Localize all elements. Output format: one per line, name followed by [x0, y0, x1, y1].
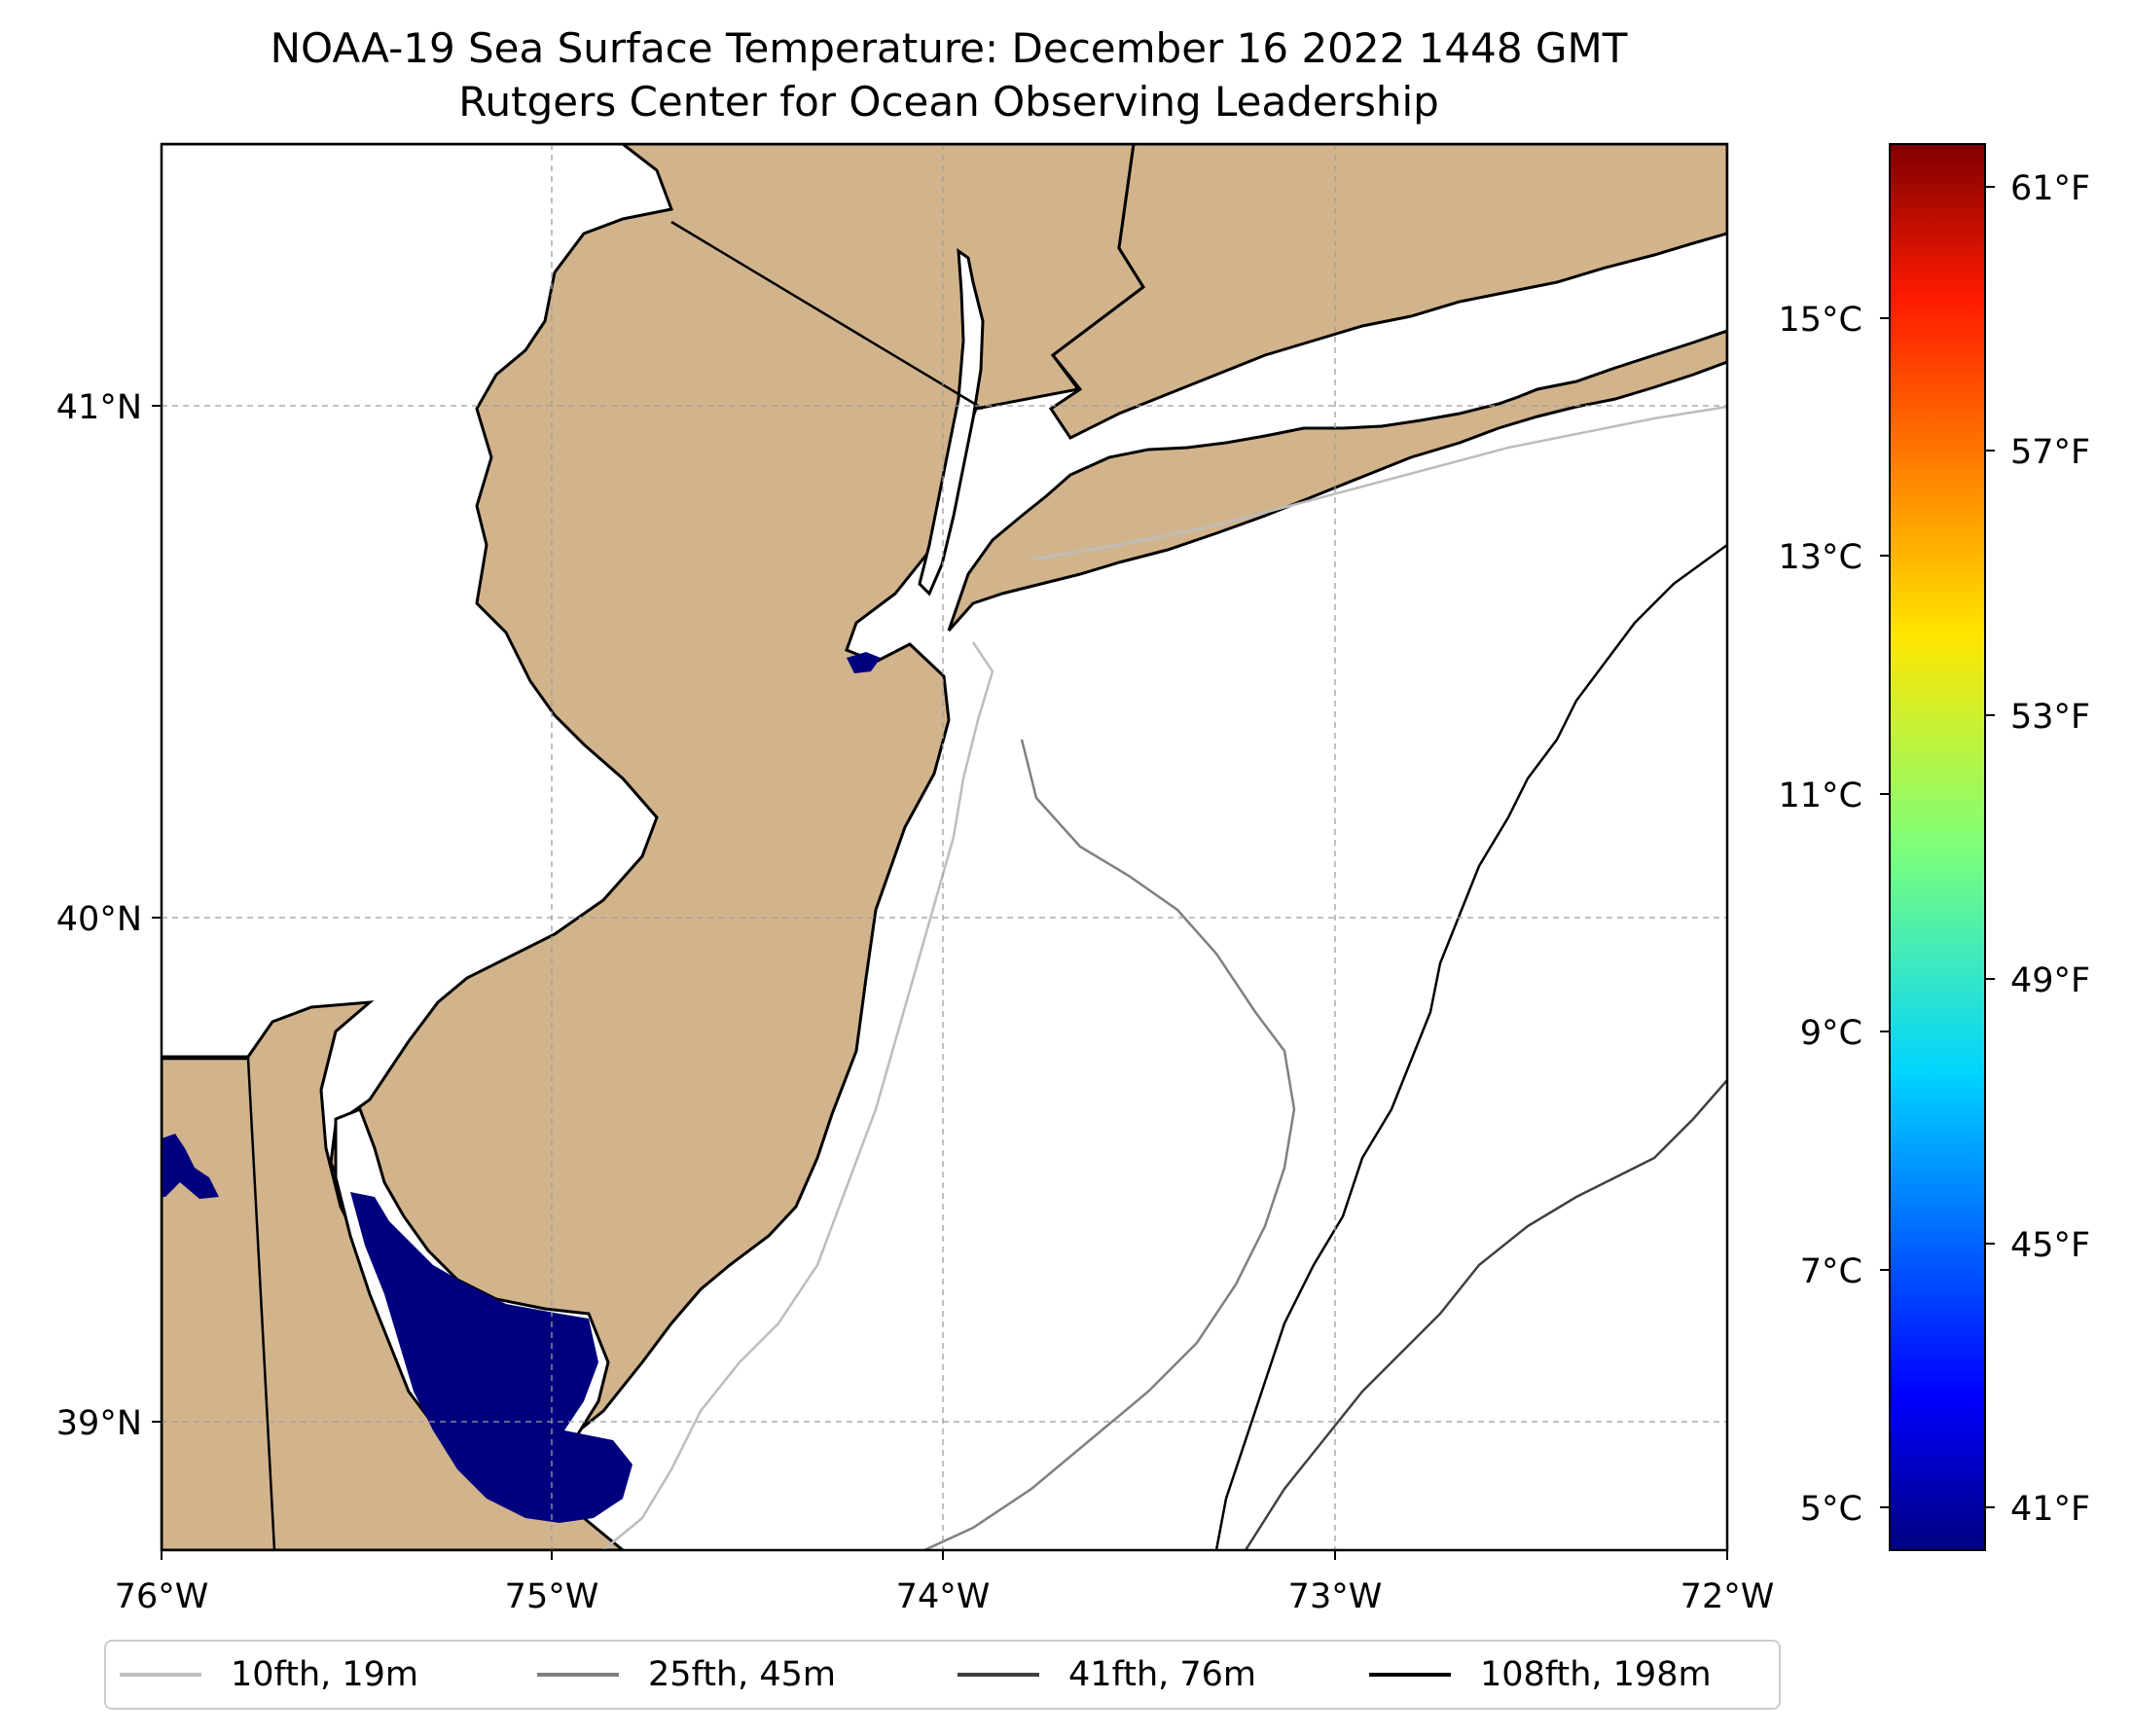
- land-connecticut: [1048, 144, 1727, 440]
- x-axis: [161, 1550, 1728, 1560]
- x-tick-label: 76°W: [115, 1577, 209, 1616]
- contour-108fth: [1214, 543, 1727, 1550]
- colorbar-fahrenheit-label: 61°F: [2010, 169, 2090, 208]
- map-panel: [162, 144, 1727, 1550]
- legend-swatch: [120, 1673, 201, 1677]
- y-tick-label: 40°N: [56, 900, 142, 939]
- legend-item-108fth: 108fth, 198m: [1369, 1642, 1712, 1708]
- legend-label: 41fth, 76m: [1068, 1655, 1257, 1694]
- sst-pixels-delaware-bay: [350, 1192, 632, 1523]
- legend-item-10fth: 10fth, 19m: [120, 1642, 418, 1708]
- legend-label: 25fth, 45m: [648, 1655, 837, 1694]
- colorbar-fahrenheit-label: 57°F: [2010, 433, 2090, 472]
- colorbar-celsius-label: 7°C: [1800, 1252, 1862, 1291]
- colorbar-fahrenheit-label: 45°F: [2010, 1226, 2090, 1265]
- legend-label: 10fth, 19m: [231, 1655, 419, 1694]
- x-tick-label: 75°W: [505, 1577, 599, 1616]
- colorbar-fahrenheit-label: 49°F: [2010, 961, 2090, 1000]
- colorbar-fahrenheit-label: 53°F: [2010, 698, 2090, 737]
- legend-label: 108fth, 198m: [1480, 1655, 1712, 1694]
- colorbar-celsius-ticks: [1880, 317, 1890, 1508]
- legend-item-25fth: 25fth, 45m: [537, 1642, 836, 1708]
- x-tick-label: 73°W: [1288, 1577, 1383, 1616]
- sst-pixels-chesapeake: [162, 1134, 219, 1199]
- map-subtitle: Rutgers Center for Ocean Observing Leade…: [458, 78, 1439, 126]
- state-boundary-ny-nj: [670, 220, 984, 411]
- colorbar-celsius-label: 15°C: [1779, 301, 1862, 340]
- colorbar-fahrenheit-label: 41°F: [2010, 1490, 2090, 1529]
- colorbar: [1889, 143, 1986, 1551]
- map-frame: [160, 142, 1729, 1552]
- colorbar-celsius-label: 5°C: [1800, 1490, 1862, 1529]
- contour-10fth: [602, 641, 994, 1550]
- hudson-river: [918, 247, 985, 597]
- colorbar-celsius-label: 9°C: [1800, 1014, 1862, 1053]
- state-boundary-de-md: [162, 1057, 276, 1550]
- legend-item-41fth: 41fth, 76m: [958, 1642, 1256, 1708]
- legend-swatch: [1369, 1673, 1451, 1677]
- map-gridlines: [162, 144, 1727, 1550]
- legend-swatch: [537, 1673, 619, 1677]
- y-tick-label: 39°N: [56, 1404, 142, 1443]
- legend-swatch: [958, 1673, 1039, 1677]
- contour-25fth: [923, 739, 1296, 1550]
- contour-legend: 10fth, 19m 25fth, 45m 41fth, 76m 108fth,…: [104, 1640, 1781, 1710]
- contour-10fth-ls: [1030, 405, 1727, 561]
- contour-41fth: [1244, 1079, 1727, 1550]
- colorbar-fahrenheit-ticks: [1985, 186, 1995, 1508]
- sst-pixels-raritan: [847, 652, 881, 673]
- y-axis: [152, 405, 162, 1423]
- map-title: NOAA-19 Sea Surface Temperature: Decembe…: [270, 24, 1628, 72]
- colorbar-celsius-label: 13°C: [1779, 538, 1862, 577]
- y-tick-label: 41°N: [56, 388, 142, 427]
- colorbar-celsius-label: 11°C: [1779, 777, 1862, 815]
- x-tick-label: 74°W: [896, 1577, 991, 1616]
- x-tick-label: 72°W: [1680, 1577, 1775, 1616]
